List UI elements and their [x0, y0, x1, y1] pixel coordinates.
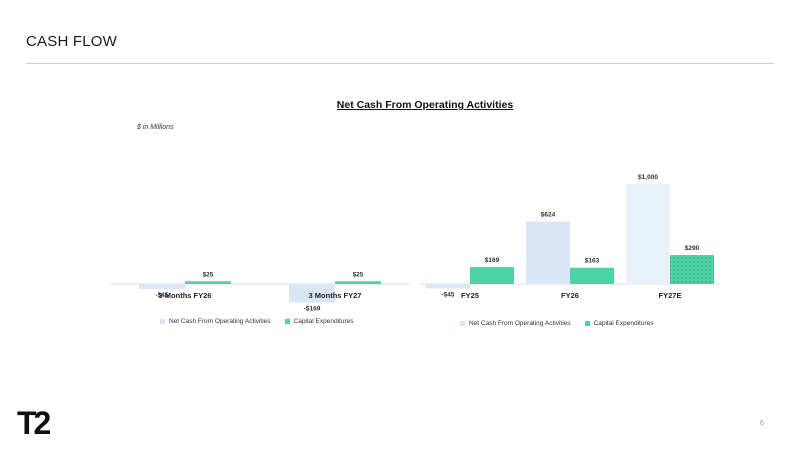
legend-swatch-operating: [460, 321, 465, 326]
t2-logo: T2: [17, 406, 54, 438]
legend-swatch-operating: [160, 319, 165, 324]
legend-item-capex: Capital Expenditures: [584, 320, 654, 327]
legend-label-operating: Net Cash From Operating Activities: [469, 320, 571, 327]
legend-swatch-capex: [284, 319, 290, 324]
category-label: FY27E: [659, 291, 682, 300]
capex-bar-fy25: [470, 267, 514, 284]
capex-value-label: $25: [353, 271, 364, 278]
units-note: $ in Millions: [137, 124, 174, 131]
legend-label-capex: Capital Expenditures: [293, 318, 354, 325]
capex-bar-fy27e: [670, 255, 714, 284]
operating-value-label: -$45: [155, 292, 168, 299]
capex-bar-fy26: [570, 267, 614, 284]
category-label: 3 Months FY27: [309, 291, 362, 300]
operating-bar-fy26: [526, 221, 570, 284]
operating-bar-3-months-fy27: [289, 284, 335, 303]
operating-bar-fy25: [426, 284, 470, 289]
slide-title: CASH FLOW: [26, 33, 117, 50]
capex-value-label: $163: [585, 258, 600, 265]
operating-value-label: -$169: [304, 306, 321, 313]
operating-value-label: -$45: [441, 292, 454, 299]
annual-legend: Net Cash From Operating Activities Capit…: [460, 320, 654, 327]
operating-value-label: $1,000: [638, 174, 658, 181]
capex-value-label: $169: [485, 257, 500, 264]
category-label: FY25: [461, 291, 479, 300]
capex-bar-3-months-fy27: [335, 281, 381, 284]
legend-item-operating: Net Cash From Operating Activities: [160, 318, 271, 325]
capex-bar-3-months-fy26: [185, 281, 231, 284]
legend-item-operating: Net Cash From Operating Activities: [460, 320, 571, 327]
chart-heading: Net Cash From Operating Activities: [336, 99, 514, 111]
legend-label-operating: Net Cash From Operating Activities: [169, 318, 271, 325]
title-divider: [26, 63, 774, 64]
page-number: 6: [760, 420, 764, 427]
legend-label-capex: Capital Expenditures: [593, 320, 654, 327]
quarterly-chart: -$45 $25 3 Months FY26 -$169 $25 3 Months FY2…: [110, 271, 410, 313]
operating-bar-fy27e: [626, 184, 670, 284]
legend-item-capex: Capital Expenditures: [284, 318, 354, 325]
annual-chart: -$45 $169 FY25 $624 $163 FY26 $1,000 $290 FY27E: [420, 174, 720, 300]
quarterly-legend: Net Cash From Operating Activities Capit…: [160, 318, 354, 325]
capex-value-label: $290: [685, 245, 700, 252]
operating-bar-3-months-fy26: [139, 284, 185, 289]
logo-wordmark: T2: [17, 406, 51, 438]
capex-value-label: $25: [203, 271, 214, 278]
category-label: 3 Months FY26: [159, 291, 212, 300]
legend-swatch-capex: [584, 321, 590, 326]
category-label: FY26: [561, 291, 579, 300]
operating-value-label: $624: [541, 212, 556, 219]
